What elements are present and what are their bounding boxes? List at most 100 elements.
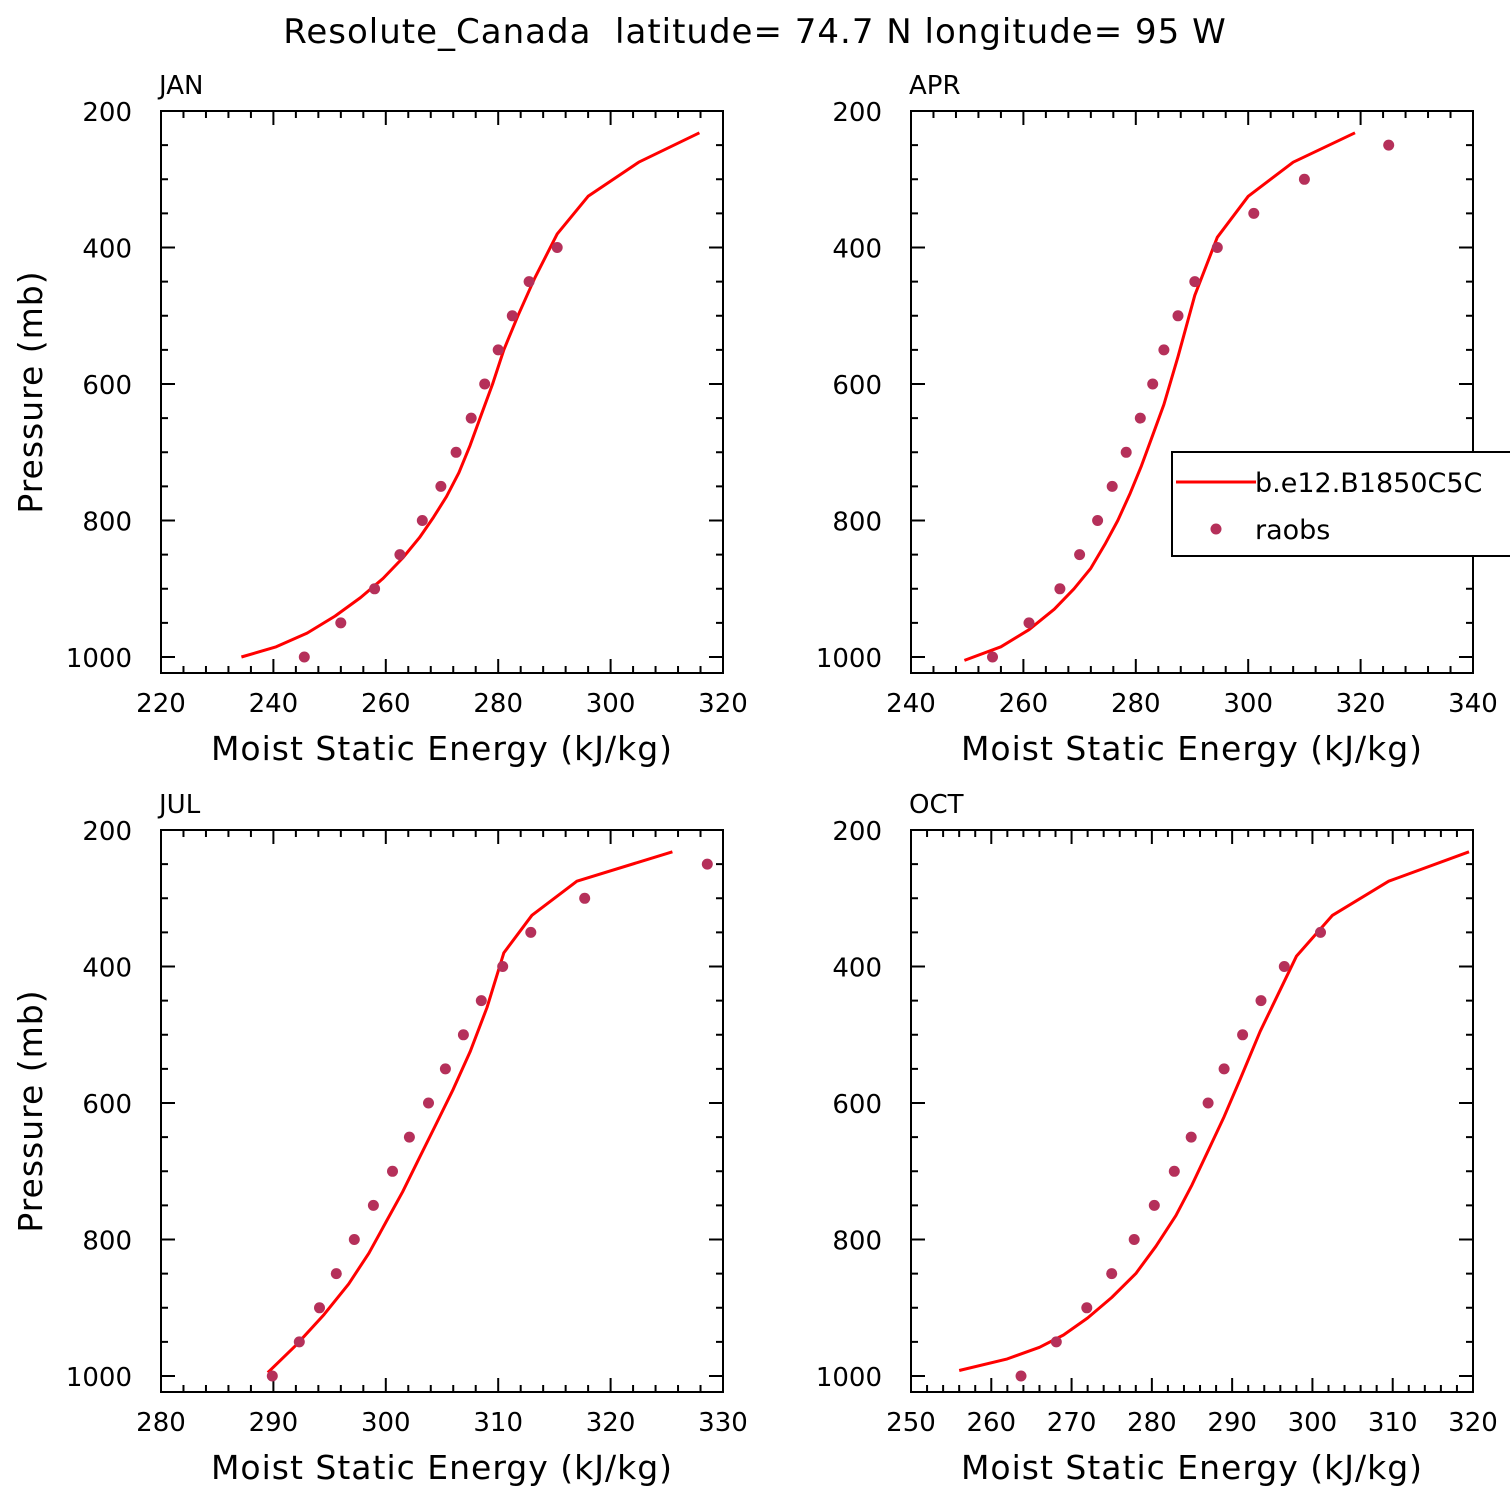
plot-frame	[910, 829, 1474, 1393]
raobs-point	[1147, 378, 1159, 390]
panel-apr: 240 260 280 300 320 340 200 400 600 800 1000 APR Moi…	[816, 71, 1498, 768]
y-axis-label: Pressure (mb)	[11, 989, 50, 1232]
panel-title: JAN	[157, 71, 203, 101]
raobs-point	[987, 651, 998, 663]
y-tick-label: 600	[82, 1090, 132, 1120]
x-tick-label: 290	[1207, 1408, 1257, 1438]
raobs-point	[330, 1268, 342, 1280]
y-tick-label: 800	[832, 508, 882, 538]
raobs-point	[1081, 1302, 1093, 1314]
raobs-point	[1128, 1234, 1140, 1245]
raobs-point	[1015, 1370, 1027, 1382]
x-tick-label: 290	[249, 1408, 299, 1438]
figure-title: Resolute_Canada latitude= 74.7 N longitu…	[283, 12, 1227, 52]
raobs-point	[1134, 412, 1146, 424]
panel-jan: 220 240 260 280 300 320 200 400 600 800 1000 JAN Moi…	[11, 71, 748, 768]
raobs-point	[450, 446, 462, 458]
x-tick-label: 300	[361, 1408, 411, 1438]
panel-jul: 280 290 300 310 320 330 200 400 600 800 1000 JUL Moi…	[11, 790, 748, 1487]
y-tick-label: 200	[832, 817, 882, 847]
raobs-point	[387, 1165, 398, 1177]
model-line	[240, 131, 701, 659]
legend-box	[1171, 451, 1510, 557]
legend-marker-swatch	[1210, 523, 1222, 535]
raobs-point	[457, 1029, 469, 1041]
x-tick-label: 260	[999, 689, 1049, 719]
y-tick-label: 400	[832, 954, 882, 984]
x-tick-label: 320	[1448, 1408, 1498, 1438]
raobs-point	[1298, 173, 1310, 185]
x-tick-label: 280	[1111, 689, 1161, 719]
raobs-point	[1189, 276, 1201, 288]
raobs-point	[551, 242, 563, 253]
y-axis-label: Pressure (mb)	[11, 270, 50, 513]
raobs-point	[348, 1234, 360, 1245]
raobs-point	[1172, 310, 1184, 322]
raobs-point	[314, 1302, 325, 1314]
raobs-point	[579, 892, 591, 904]
model-line	[958, 850, 1470, 1372]
y-tick-label: 400	[82, 235, 132, 265]
x-tick-label: 340	[1448, 689, 1498, 719]
raobs-point	[1383, 139, 1395, 151]
raobs-point	[439, 1063, 451, 1075]
raobs-point	[497, 961, 509, 972]
y-tick-label: 1000	[816, 1363, 882, 1393]
plot-frame	[160, 829, 724, 1393]
x-tick-label: 280	[1127, 1408, 1177, 1438]
x-tick-label: 320	[586, 1408, 636, 1438]
legend: b.e12.B1850C5C raobs	[1171, 451, 1510, 557]
raobs-point	[1255, 995, 1267, 1007]
x-tick-label: 300	[1223, 689, 1273, 719]
raobs-point	[492, 344, 504, 356]
raobs-point	[701, 858, 713, 870]
raobs-point	[475, 995, 487, 1007]
raobs-point	[394, 549, 406, 561]
y-tick-label: 400	[832, 235, 882, 265]
y-tick-label: 200	[82, 98, 132, 128]
x-axis-label: Moist Static Energy (kJ/kg)	[211, 1448, 673, 1487]
raobs-point	[525, 926, 537, 938]
raobs-point	[1023, 617, 1035, 629]
raobs-point	[1168, 1165, 1180, 1177]
raobs-point	[465, 412, 477, 424]
x-tick-label: 320	[698, 689, 748, 719]
panel-title: APR	[909, 71, 961, 101]
raobs-point	[1237, 1029, 1249, 1041]
raobs-point	[1158, 344, 1170, 356]
raobs-point	[403, 1131, 415, 1143]
y-tick-label: 1000	[66, 644, 132, 674]
raobs-point	[1202, 1097, 1214, 1109]
raobs-point	[1211, 242, 1223, 253]
y-tick-label: 400	[82, 954, 132, 984]
raobs-point	[1074, 549, 1086, 561]
x-tick-label: 310	[473, 1408, 523, 1438]
x-tick-label: 280	[136, 1408, 186, 1438]
y-tick-label: 600	[832, 1090, 882, 1120]
x-axis-label: Moist Static Energy (kJ/kg)	[961, 1448, 1423, 1487]
y-tick-label: 200	[82, 817, 132, 847]
raobs-point	[416, 515, 428, 526]
y-tick-label: 800	[82, 508, 132, 538]
model-line	[963, 131, 1356, 662]
x-tick-label: 330	[698, 1408, 748, 1438]
raobs-point	[298, 651, 310, 663]
raobs-point	[1278, 961, 1290, 972]
y-tick-label: 600	[832, 371, 882, 401]
panel-title: JUL	[157, 790, 201, 820]
raobs-point	[1120, 446, 1132, 458]
raobs-point	[293, 1336, 305, 1348]
raobs-point	[1185, 1131, 1197, 1143]
panel-oct: 250 260 270 280 290 300 310 320 200 400 600 800 1000…	[816, 790, 1498, 1487]
y-tick-label: 200	[832, 98, 882, 128]
y-tick-label: 800	[832, 1227, 882, 1257]
raobs-point	[1106, 1268, 1118, 1280]
x-axis-label: Moist Static Energy (kJ/kg)	[211, 729, 673, 768]
raobs-point	[1218, 1063, 1230, 1075]
x-tick-label: 220	[136, 689, 186, 719]
raobs-point	[523, 276, 535, 288]
x-tick-label: 260	[361, 689, 411, 719]
x-tick-label: 240	[886, 689, 936, 719]
x-tick-label: 300	[586, 689, 636, 719]
